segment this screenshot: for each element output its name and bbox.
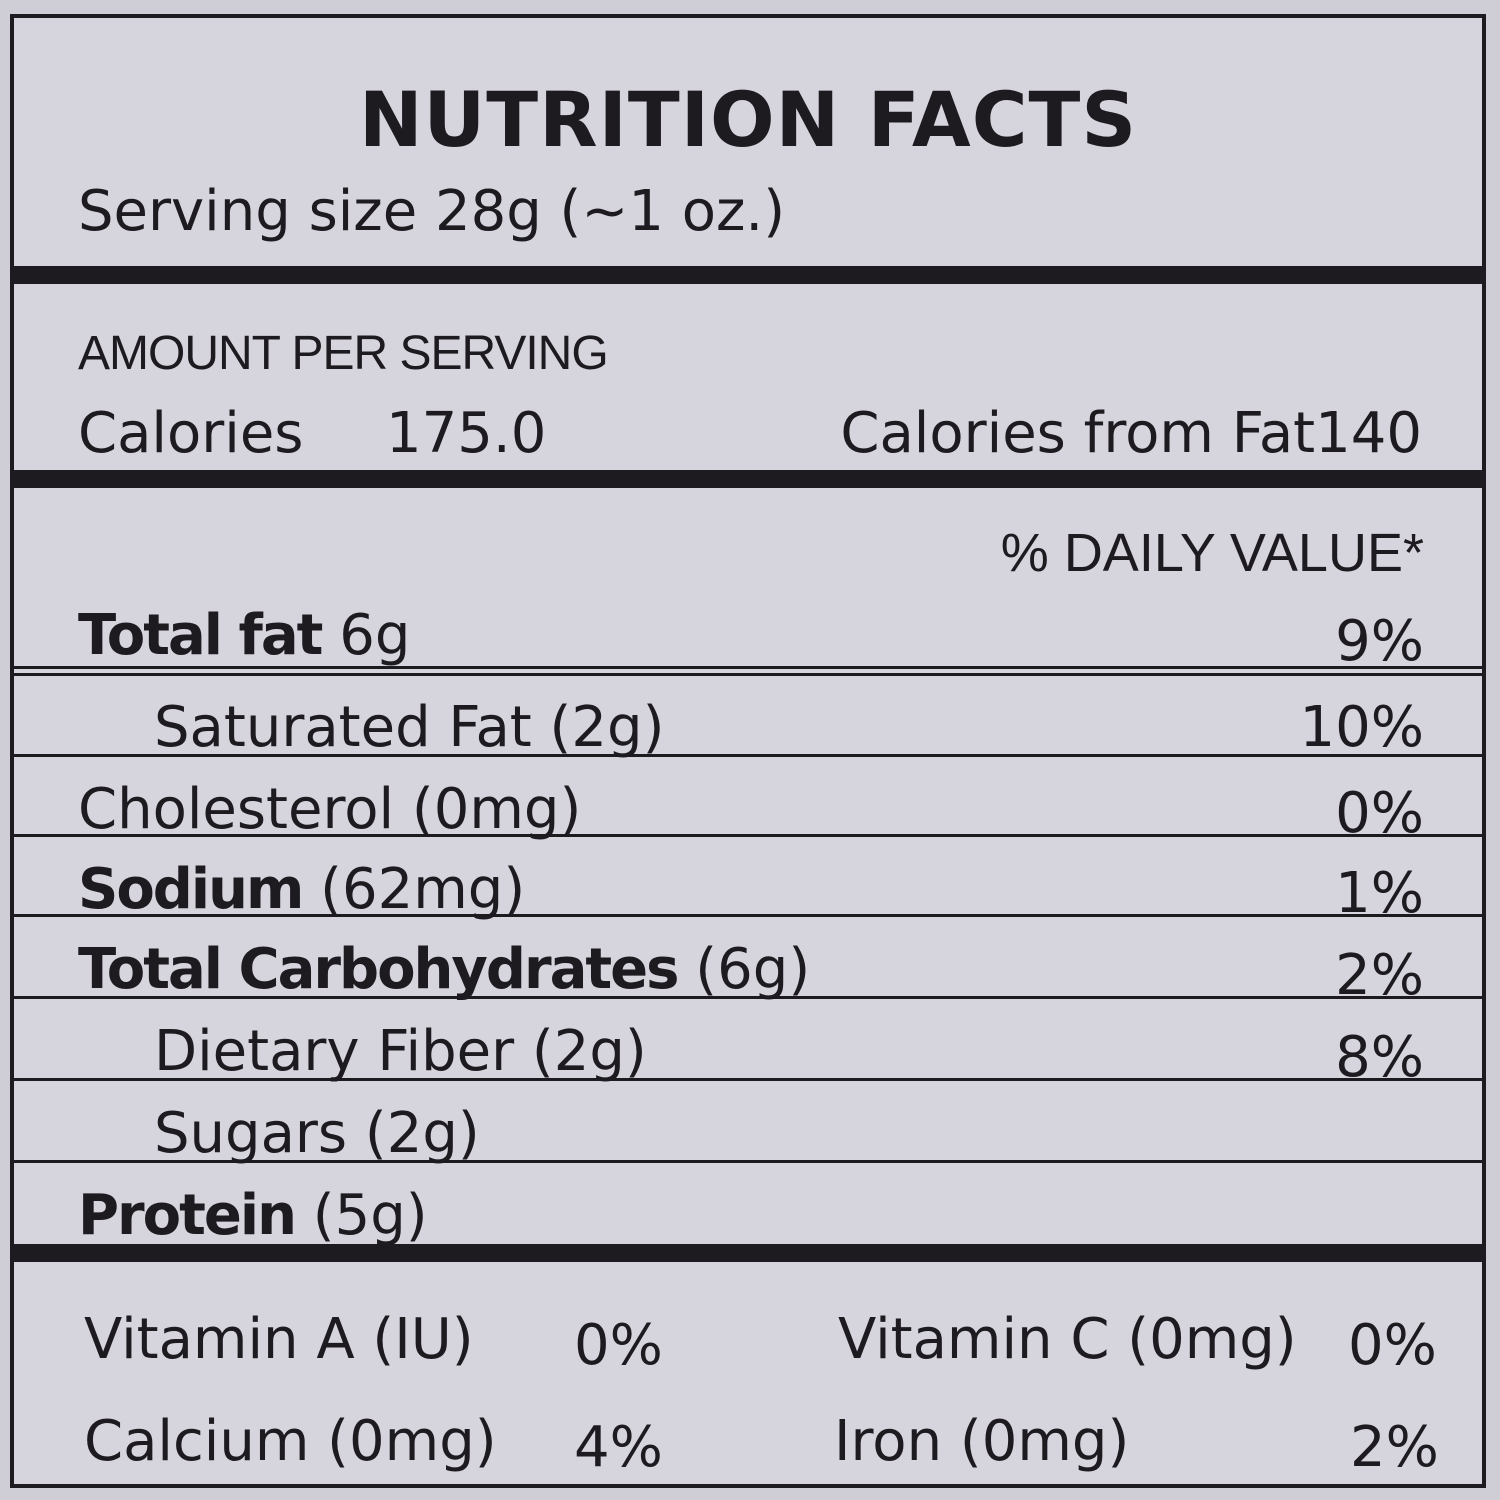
calcium: Calcium (0mg)	[84, 1409, 497, 1474]
iron-pct: 2%	[1350, 1415, 1439, 1480]
nutrient-cholesterol-pct: 0%	[1335, 781, 1424, 846]
nutrition-label: NUTRITION FACTS Serving size 28g (~1 oz.…	[10, 14, 1486, 1488]
calories-value: 175.0	[386, 401, 547, 466]
iron: Iron (0mg)	[834, 1409, 1130, 1474]
divider-thin	[14, 1078, 1482, 1081]
divider-thick	[14, 1244, 1482, 1262]
nutrient-saturated-fat-pct: 10%	[1299, 695, 1424, 760]
divider-thin	[14, 666, 1482, 669]
vitamin-c: Vitamin C (0mg)	[838, 1307, 1297, 1372]
divider-thin	[14, 996, 1482, 999]
divider-thin	[14, 834, 1482, 837]
nutrient-saturated-fat: Saturated Fat (2g)	[154, 695, 665, 760]
nutrient-total-carbohydrates-pct: 2%	[1335, 943, 1424, 1008]
serving-size: Serving size 28g (~1 oz.)	[78, 179, 786, 244]
nutrient-sodium-pct: 1%	[1335, 861, 1424, 926]
nutrient-protein: Protein (5g)	[78, 1183, 428, 1248]
vitamin-c-pct: 0%	[1348, 1313, 1437, 1378]
vitamin-a-pct: 0%	[574, 1313, 663, 1378]
vitamin-a: Vitamin A (IU)	[84, 1307, 474, 1372]
divider-thin	[14, 1160, 1482, 1163]
nutrient-total-fat: Total fat 6g	[78, 603, 411, 668]
nutrient-sugars: Sugars (2g)	[154, 1101, 480, 1166]
label-title: NUTRITION FACTS	[358, 75, 1138, 164]
nutrient-total-carbohydrates: Total Carbohydrates (6g)	[78, 937, 811, 1002]
calcium-pct: 4%	[574, 1415, 663, 1480]
calories-label: Calories	[78, 401, 304, 466]
divider-thin	[14, 754, 1482, 757]
amount-per-serving-header: AMOUNT PER SERVING	[78, 327, 609, 380]
nutrient-sodium: Sodium (62mg)	[78, 857, 526, 922]
nutrient-total-fat-pct: 9%	[1335, 609, 1424, 674]
nutrient-dietary-fiber-pct: 8%	[1335, 1025, 1424, 1090]
divider-thin	[14, 914, 1482, 917]
divider-thin	[14, 673, 1482, 676]
divider-thick	[14, 470, 1482, 488]
nutrient-dietary-fiber: Dietary Fiber (2g)	[154, 1019, 647, 1084]
calories-from-fat: Calories from Fat140	[840, 401, 1422, 466]
divider-thick	[14, 266, 1482, 284]
nutrient-cholesterol: Cholesterol (0mg)	[78, 777, 582, 842]
daily-value-header: % DAILY VALUE*	[1000, 523, 1424, 583]
